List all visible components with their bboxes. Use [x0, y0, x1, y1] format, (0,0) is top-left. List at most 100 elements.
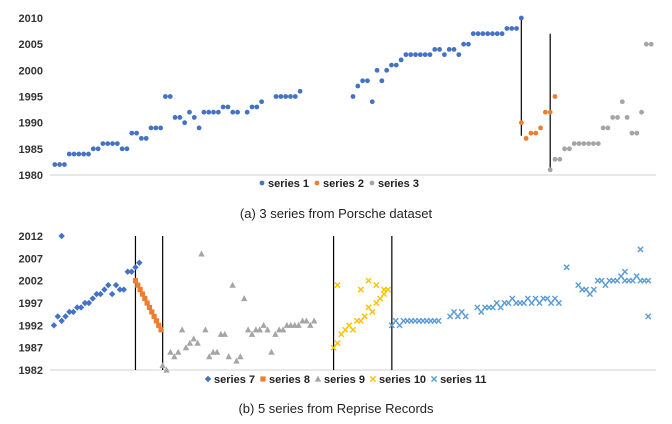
data-point: [373, 282, 380, 289]
data-point: [215, 109, 221, 115]
data-point: [202, 326, 209, 333]
legend-marker: [259, 180, 265, 186]
data-point: [374, 67, 380, 73]
data-point: [621, 268, 629, 275]
data-point: [206, 353, 213, 360]
data-point: [437, 47, 442, 52]
data-point: [427, 52, 433, 58]
data-point: [172, 115, 178, 120]
data-point: [95, 146, 101, 152]
data-point: [595, 141, 601, 147]
data-point: [475, 31, 481, 37]
data-point: [295, 321, 302, 328]
data-point: [225, 104, 231, 110]
y-tick-label: 1992: [19, 320, 43, 332]
data-point: [221, 330, 229, 337]
data-point: [591, 141, 596, 147]
y-tick-label: 1990: [19, 118, 43, 130]
data-point: [135, 282, 141, 288]
data-point: [105, 141, 111, 147]
data-point: [101, 286, 108, 293]
data-point: [403, 52, 409, 58]
data-point: [538, 125, 543, 131]
data-point: [292, 94, 298, 99]
data-point: [201, 109, 207, 115]
data-point: [334, 282, 341, 289]
data-point: [272, 330, 279, 337]
data-point: [116, 286, 124, 293]
data-point: [490, 31, 495, 37]
data-point: [73, 304, 81, 311]
data-point: [303, 317, 310, 324]
data-point: [124, 268, 131, 275]
data-point: [105, 281, 112, 289]
data-point: [114, 141, 120, 147]
data-point: [71, 151, 77, 157]
data-point: [398, 57, 404, 63]
data-point: [153, 125, 159, 131]
data-point: [557, 156, 563, 162]
data-point: [567, 146, 572, 152]
data-point: [307, 321, 314, 328]
legend: series 1 series 2 series 3: [259, 178, 419, 190]
data-point: [643, 41, 649, 47]
data-point: [112, 281, 120, 289]
legend-marker: [369, 180, 375, 186]
data-point: [163, 366, 170, 373]
data-point: [190, 335, 197, 342]
data-point: [256, 326, 263, 333]
data-point: [97, 290, 104, 298]
data-point: [132, 278, 139, 284]
data-point: [177, 115, 183, 120]
data-point: [86, 151, 91, 157]
data-point: [279, 326, 287, 333]
data-point: [52, 162, 58, 167]
data-point: [355, 83, 361, 89]
legend-label: series 3: [378, 178, 419, 190]
data-point: [76, 151, 82, 157]
legend-label: series 8: [269, 374, 310, 386]
data-point: [89, 295, 96, 302]
data-point: [648, 41, 654, 47]
data-point: [178, 326, 186, 333]
data-point: [77, 304, 85, 311]
data-point: [182, 344, 190, 351]
data-point: [547, 109, 553, 115]
data-point: [509, 26, 515, 31]
data-point: [586, 141, 592, 147]
data-point: [158, 327, 164, 333]
data-point: [182, 120, 188, 126]
y-tick-label: 1985: [19, 144, 43, 156]
data-point: [624, 115, 630, 120]
data-point: [283, 94, 289, 99]
data-point: [120, 286, 128, 293]
data-point: [637, 246, 644, 253]
legend-marker: [314, 180, 320, 186]
data-point: [542, 109, 548, 115]
legend: series 7 series 8 series 9 series 10 series …: [204, 374, 487, 386]
data-point: [417, 52, 423, 58]
series-series-8: [132, 278, 164, 333]
data-point: [555, 299, 562, 307]
data-point: [610, 115, 616, 120]
y-tick-label: 2005: [19, 39, 43, 51]
data-point: [148, 125, 154, 131]
data-point: [206, 109, 212, 115]
data-point: [159, 362, 166, 369]
y-tick-label: 2002: [19, 276, 43, 288]
data-point: [357, 286, 364, 293]
data-point: [194, 339, 201, 346]
legend-label: series 7: [214, 374, 255, 386]
data-point: [504, 26, 510, 31]
data-point: [93, 290, 100, 298]
data-point: [547, 167, 553, 173]
data-point: [350, 94, 356, 99]
data-point: [50, 322, 58, 329]
data-point: [134, 130, 139, 136]
data-point: [563, 264, 570, 271]
data-point: [230, 109, 236, 115]
data-point: [533, 130, 539, 136]
y-tick-label: 1982: [19, 365, 43, 377]
